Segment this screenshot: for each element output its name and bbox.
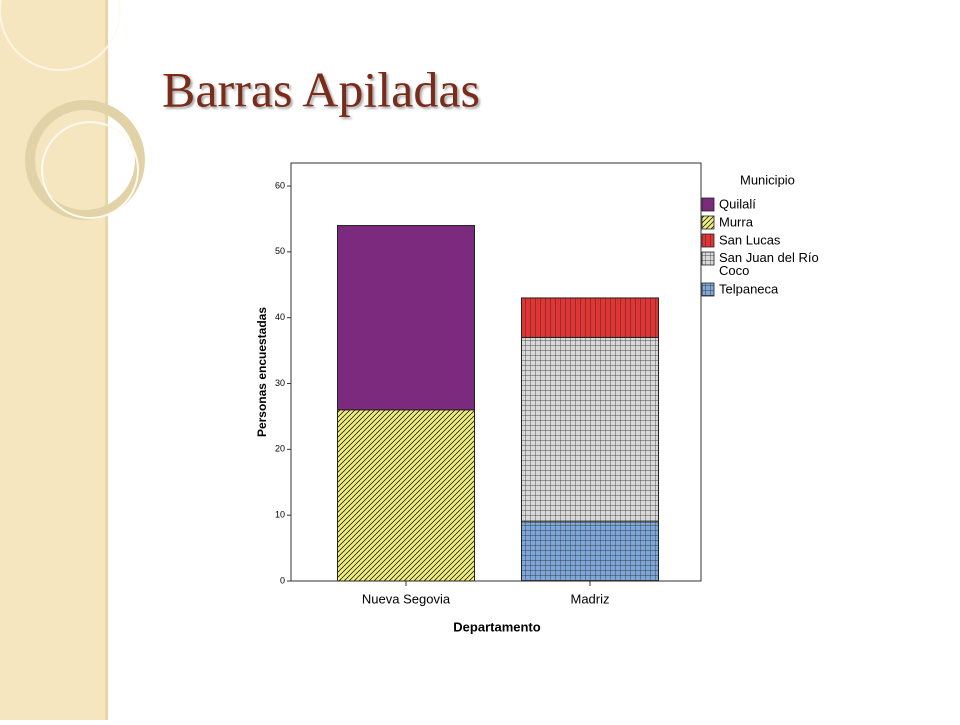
bar-segment: [521, 336, 659, 523]
y-tick-label: 50: [275, 246, 285, 256]
legend-label: San Lucas: [719, 232, 781, 247]
legend-label: Quilalí: [719, 196, 756, 211]
bar-segment: [337, 225, 475, 411]
y-tick-label: 10: [275, 510, 285, 520]
legend-swatch: [701, 251, 715, 266]
bar-segment: [521, 297, 659, 338]
decor-circle: [41, 121, 139, 219]
strip-edge: [105, 0, 108, 720]
decor-circle: [0, 0, 121, 71]
legend-swatch: [701, 233, 715, 248]
y-tick-label: 0: [280, 575, 285, 585]
legend-label: San Juan del Río Coco: [719, 250, 822, 278]
bar-segment: [337, 409, 475, 582]
legend-swatch: [701, 282, 715, 297]
legend-title: Municipio: [740, 172, 795, 187]
x-tick-label: Madriz: [570, 591, 609, 606]
legend-swatch: [701, 197, 715, 212]
y-tick-label: 30: [275, 378, 285, 388]
y-tick-label: 60: [275, 180, 285, 190]
legend-label: Telpaneca: [719, 281, 779, 296]
x-tick-label: Nueva Segovia: [362, 591, 451, 606]
legend-label: Murra: [719, 214, 754, 229]
y-tick-label: 40: [275, 312, 285, 322]
y-tick-label: 20: [275, 444, 285, 454]
legend-swatch: [701, 215, 715, 230]
bar-segment: [521, 521, 659, 582]
x-axis-label: Departamento: [453, 619, 540, 634]
decor-circle: [25, 100, 145, 220]
y-axis-label: Personas encuestadas: [255, 307, 269, 437]
slide-title: Barras Apiladas: [162, 61, 480, 117]
